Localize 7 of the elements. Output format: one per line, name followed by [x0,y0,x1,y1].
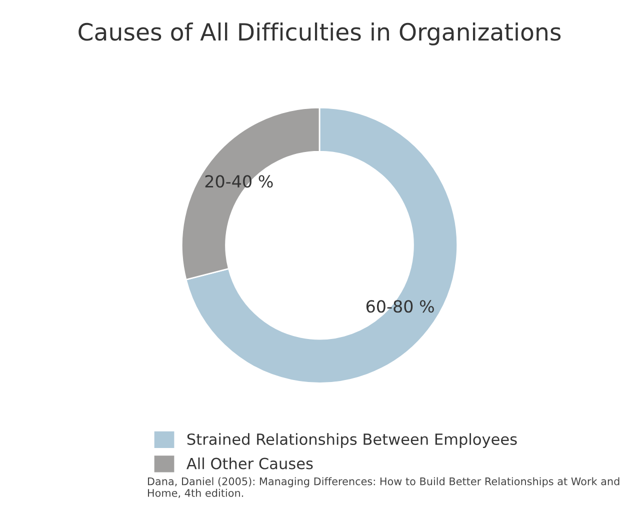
chart-title: Causes of All Difficulties in Organizations [78,22,561,46]
text: 20-40 % [205,175,273,188]
legend-label: Strained Relationships Between Employees [187,433,517,448]
text: Dana, Daniel (2005): Managing Differences: How to Build Better Relationships at Work and Home, 4th edition. [148,477,620,498]
donut-slice [185,106,458,384]
text: 60-80 % [366,300,434,313]
legend-label: All Other Causes [186,457,313,470]
